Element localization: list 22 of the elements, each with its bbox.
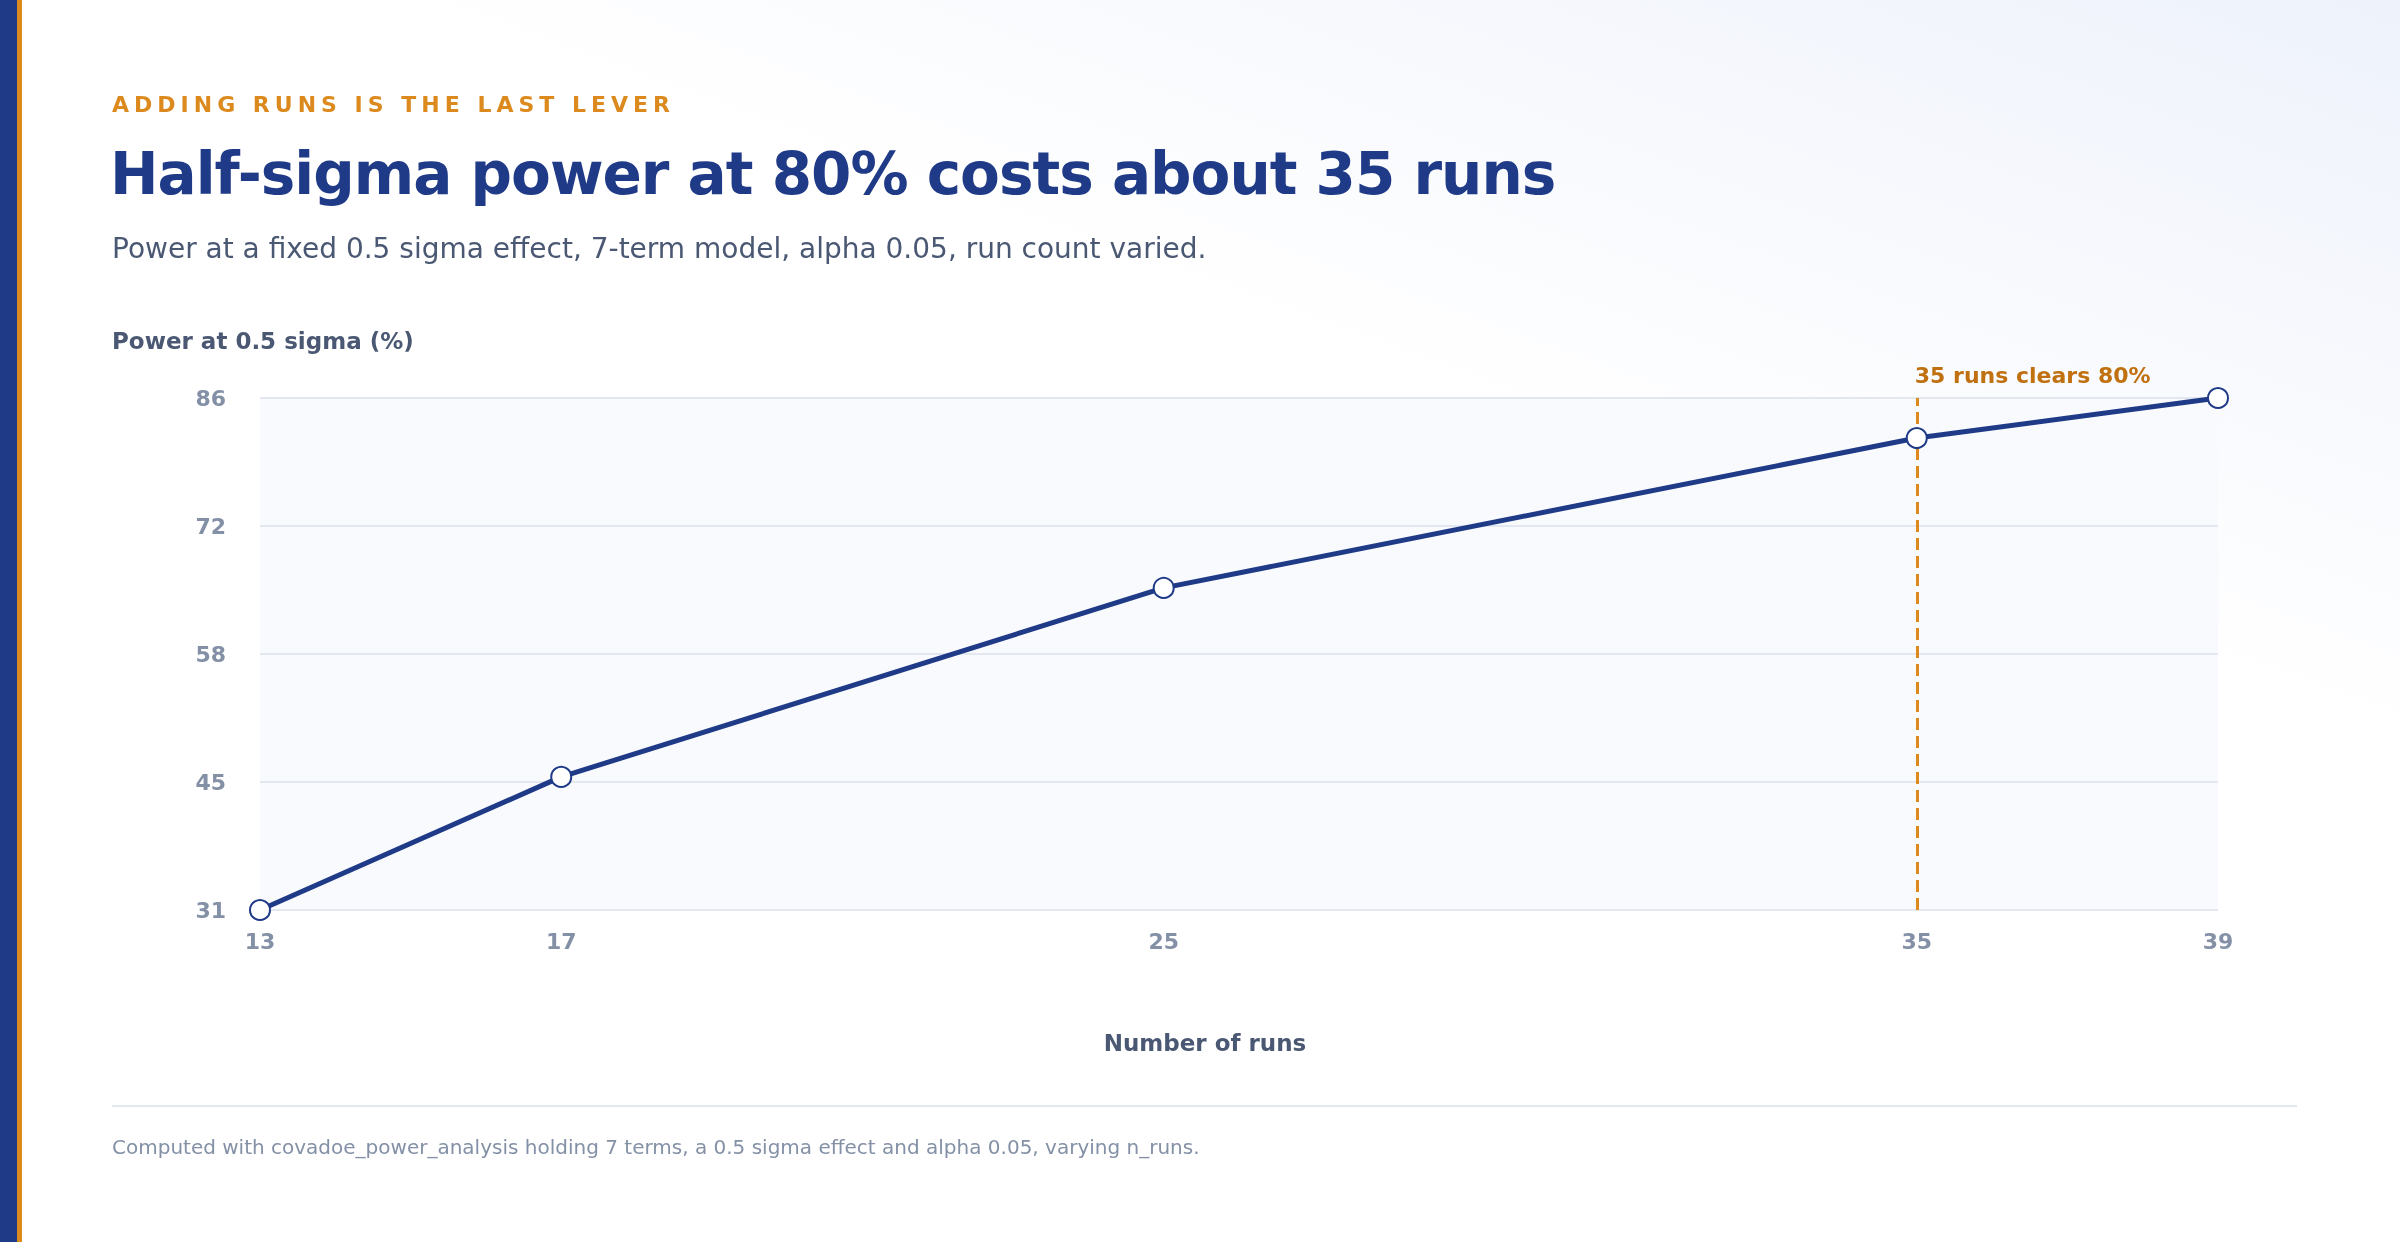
chart-subtitle: Power at a fixed 0.5 sigma effect, 7-term model, alpha 0.05, run count varied.	[112, 232, 1207, 265]
y-tick-label: 58	[195, 641, 226, 667]
x-tick-label: 17	[545, 928, 577, 954]
y-tick-label: 86	[195, 385, 226, 411]
point	[2207, 387, 2229, 409]
y-tick-label: 45	[195, 769, 226, 795]
ref-line-label: 35 runs clears 80%	[1914, 362, 2151, 388]
text: Computed with covadoe_power_analysis holding 7 terms, a 0.5 sigma effect and alpha 0.05, varying n_runs.	[112, 1135, 1200, 1159]
x-tick-label: 25	[1148, 928, 1179, 954]
point	[550, 765, 573, 788]
point	[1152, 576, 1175, 599]
x-tick-label: 35	[1901, 928, 1933, 954]
x-tick-label: 39	[2202, 928, 2234, 954]
x-tick-label: 13	[244, 928, 276, 954]
point	[1905, 427, 1928, 450]
point	[249, 899, 271, 921]
chart-title: Half-sigma power at 80% costs about 35 runs	[110, 140, 1556, 208]
y-axis-title: Power at 0.5 sigma (%)	[112, 328, 414, 354]
y-tick-label: 31	[195, 897, 226, 923]
y-tick-label: 72	[195, 513, 226, 539]
text: ADDING RUNS IS THE LAST LEVER	[112, 92, 675, 117]
x-axis-title: Number of runs	[1102, 1030, 1308, 1056]
